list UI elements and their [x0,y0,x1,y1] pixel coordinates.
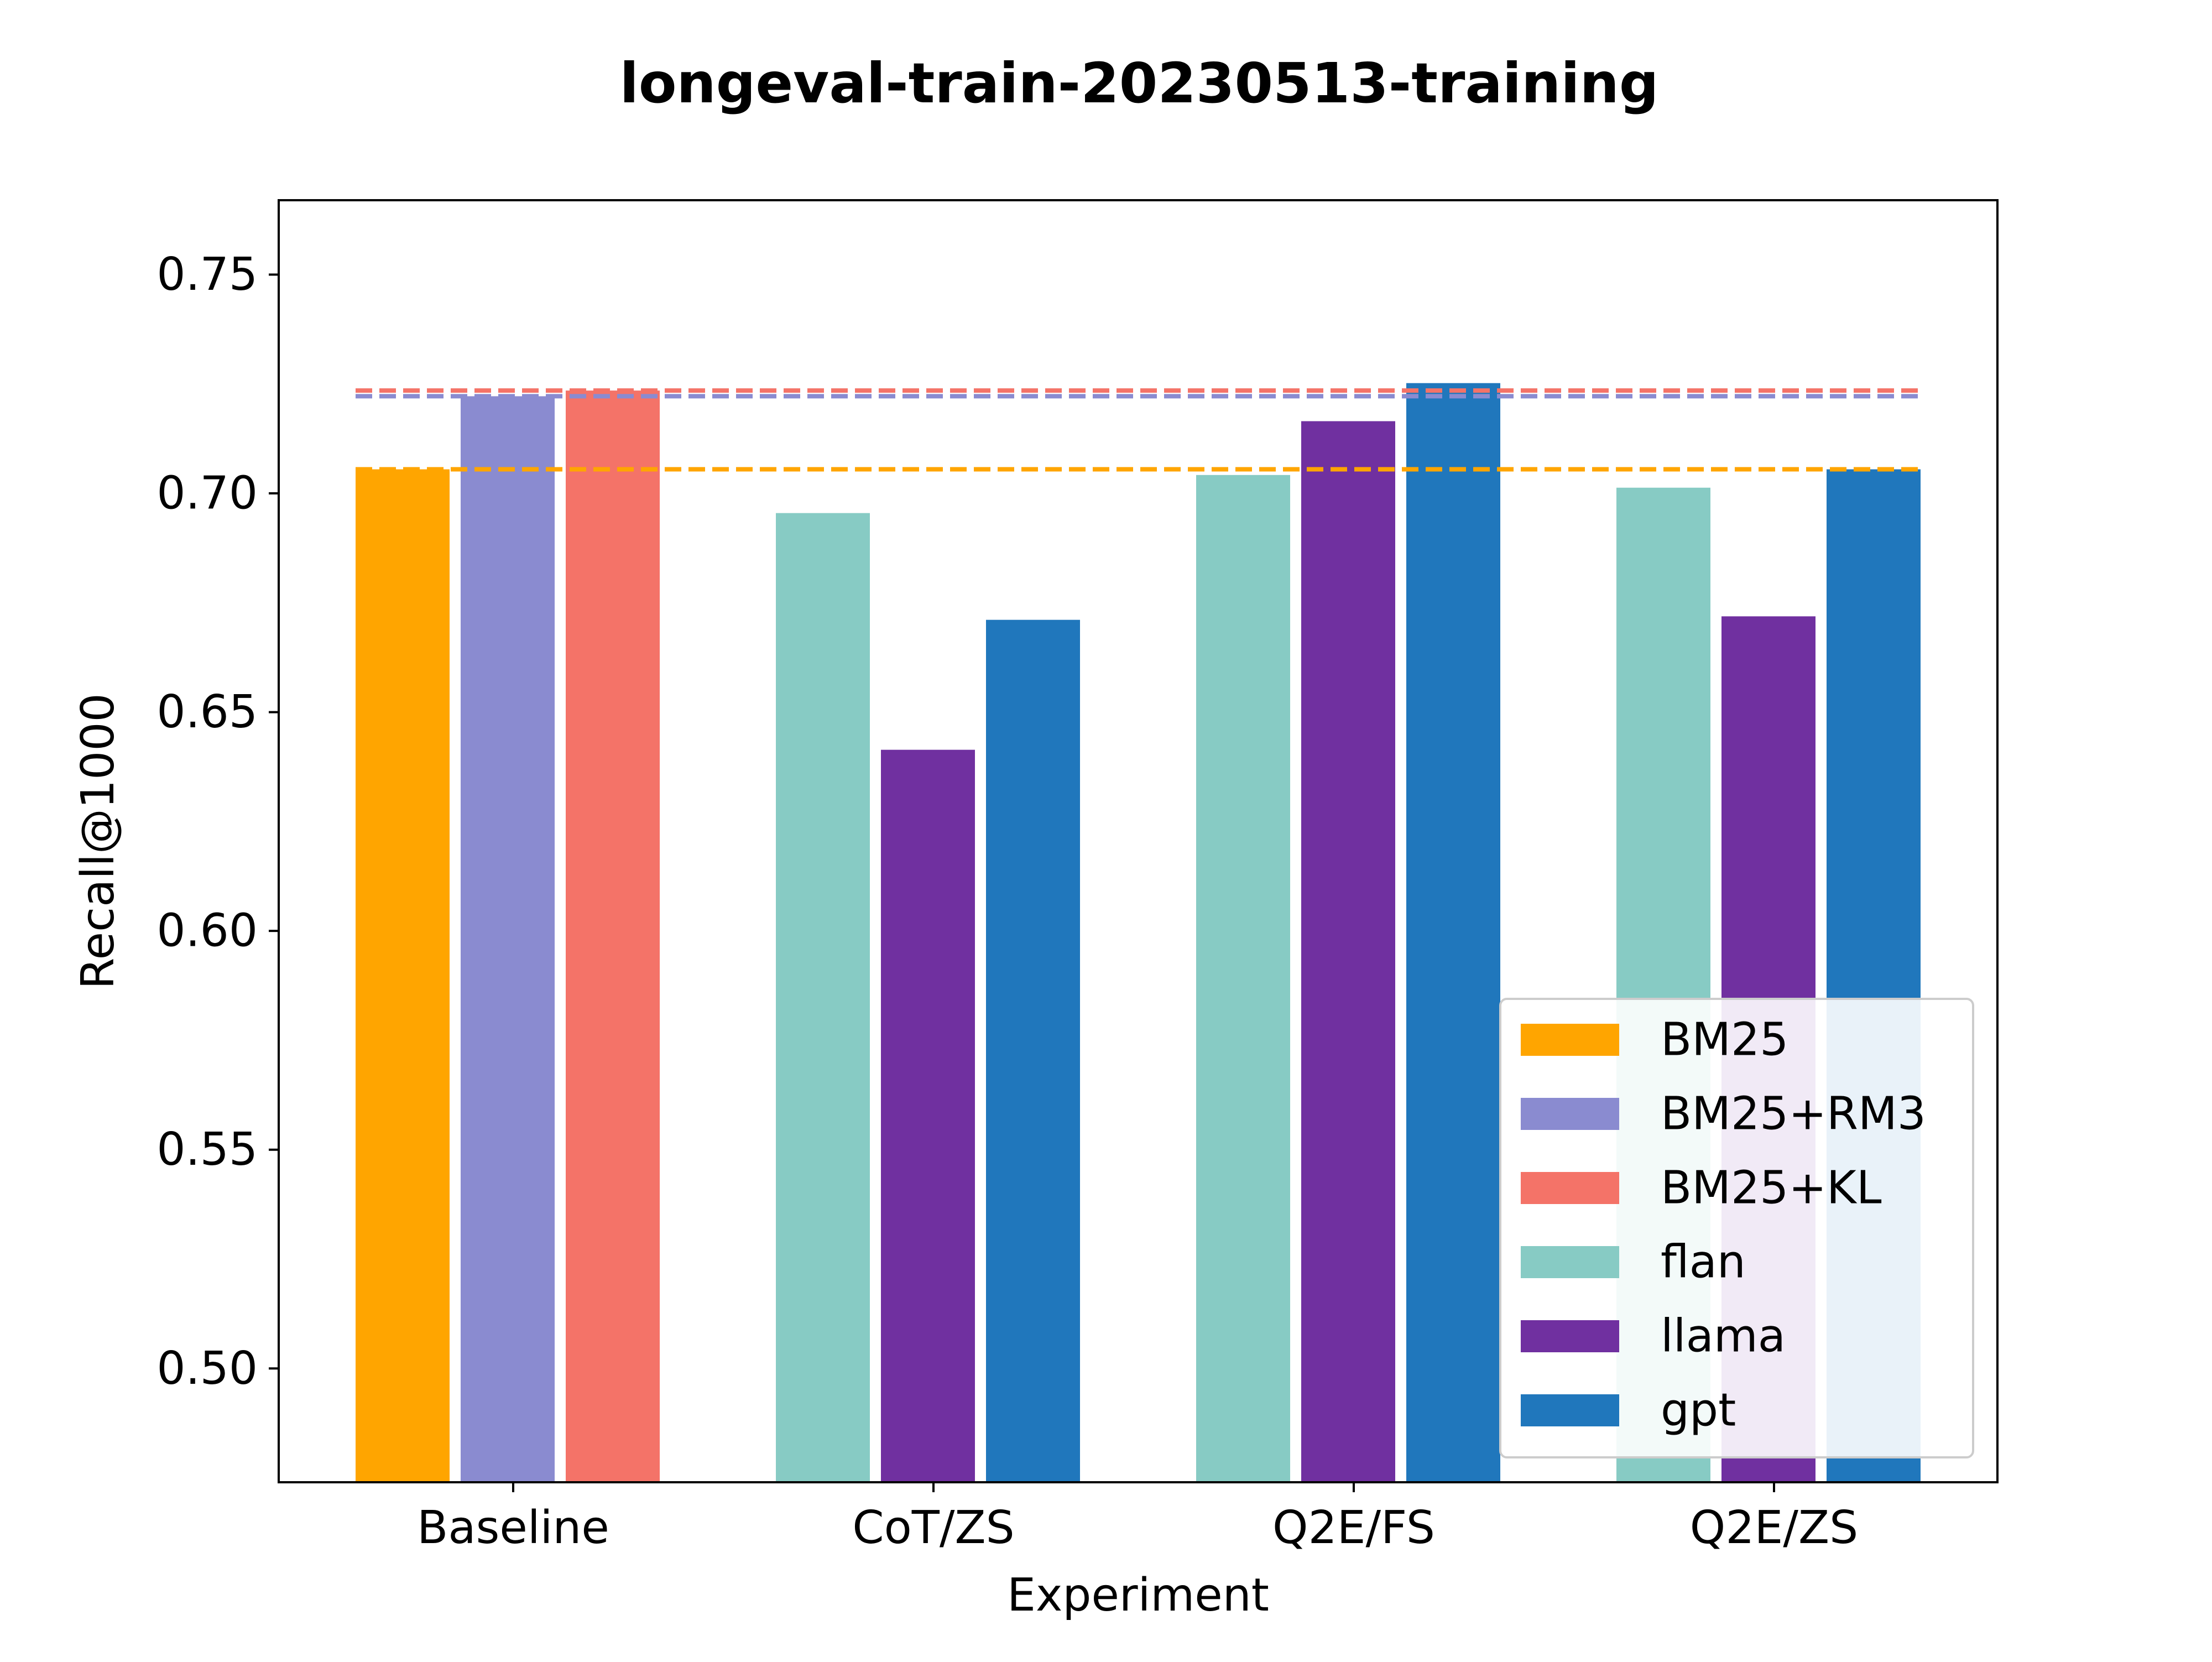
x-tick-label-cot-zs: CoT/ZS [852,1502,1014,1554]
legend-swatch-bm25-rm3 [1521,1098,1619,1130]
y-tick-label: 0.55 [156,1123,258,1176]
bar-baseline-bm25-rm3 [461,396,555,1482]
bar-baseline-bm25-kl [566,390,660,1483]
x-tick-label-q2e-fs: Q2E/FS [1272,1502,1435,1554]
legend-swatch-gpt [1521,1394,1619,1426]
bar-cot-zs-llama [881,749,975,1482]
legend-swatch-bm25-kl [1521,1172,1619,1204]
plot-frame [278,199,1999,1483]
y-tick-label: 0.50 [156,1342,258,1395]
x-tick-label-q2e-zs: Q2E/ZS [1690,1502,1858,1554]
bar-q2e-fs-llama [1301,421,1395,1482]
legend: BM25 BM25+RM3 BM25+KL flan llama gpt [1499,998,1974,1458]
legend-swatch-llama [1521,1320,1619,1352]
legend-swatch-flan [1521,1246,1619,1278]
legend-swatch-bm25 [1521,1024,1619,1056]
legend-label-bm25: BM25 [1661,1014,1788,1066]
x-axis: Baseline CoT/ZS Q2E/FS Q2E/ZS [417,1482,1858,1554]
legend-label-llama: llama [1661,1310,1786,1363]
legend-label-bm25-kl: BM25+KL [1661,1162,1882,1215]
legend-label-gpt: gpt [1661,1384,1736,1437]
x-axis-label: Experiment [1007,1569,1269,1622]
y-tick-label: 0.75 [156,248,258,301]
legend-label-bm25-rm3: BM25+RM3 [1661,1088,1926,1140]
legend-label-flan: flan [1661,1236,1746,1289]
y-tick-label: 0.65 [156,686,258,738]
y-tick-label: 0.70 [156,467,258,520]
y-tick-label: 0.60 [156,905,258,957]
bar-q2e-fs-gpt [1406,383,1500,1482]
y-axis: 0.50 0.55 0.60 0.65 0.70 0.75 [156,248,279,1395]
bar-cot-zs-gpt [986,619,1080,1482]
chart-title: longeval-train-20230513-training [620,51,1659,116]
legend-box [1499,998,1974,1458]
bar-q2e-fs-flan [1196,475,1290,1482]
x-tick-label-baseline: Baseline [417,1502,609,1554]
bar-cot-zs-flan [776,513,870,1482]
bar-baseline-bm25 [356,469,450,1482]
y-axis-label: Recall@1000 [72,693,124,989]
